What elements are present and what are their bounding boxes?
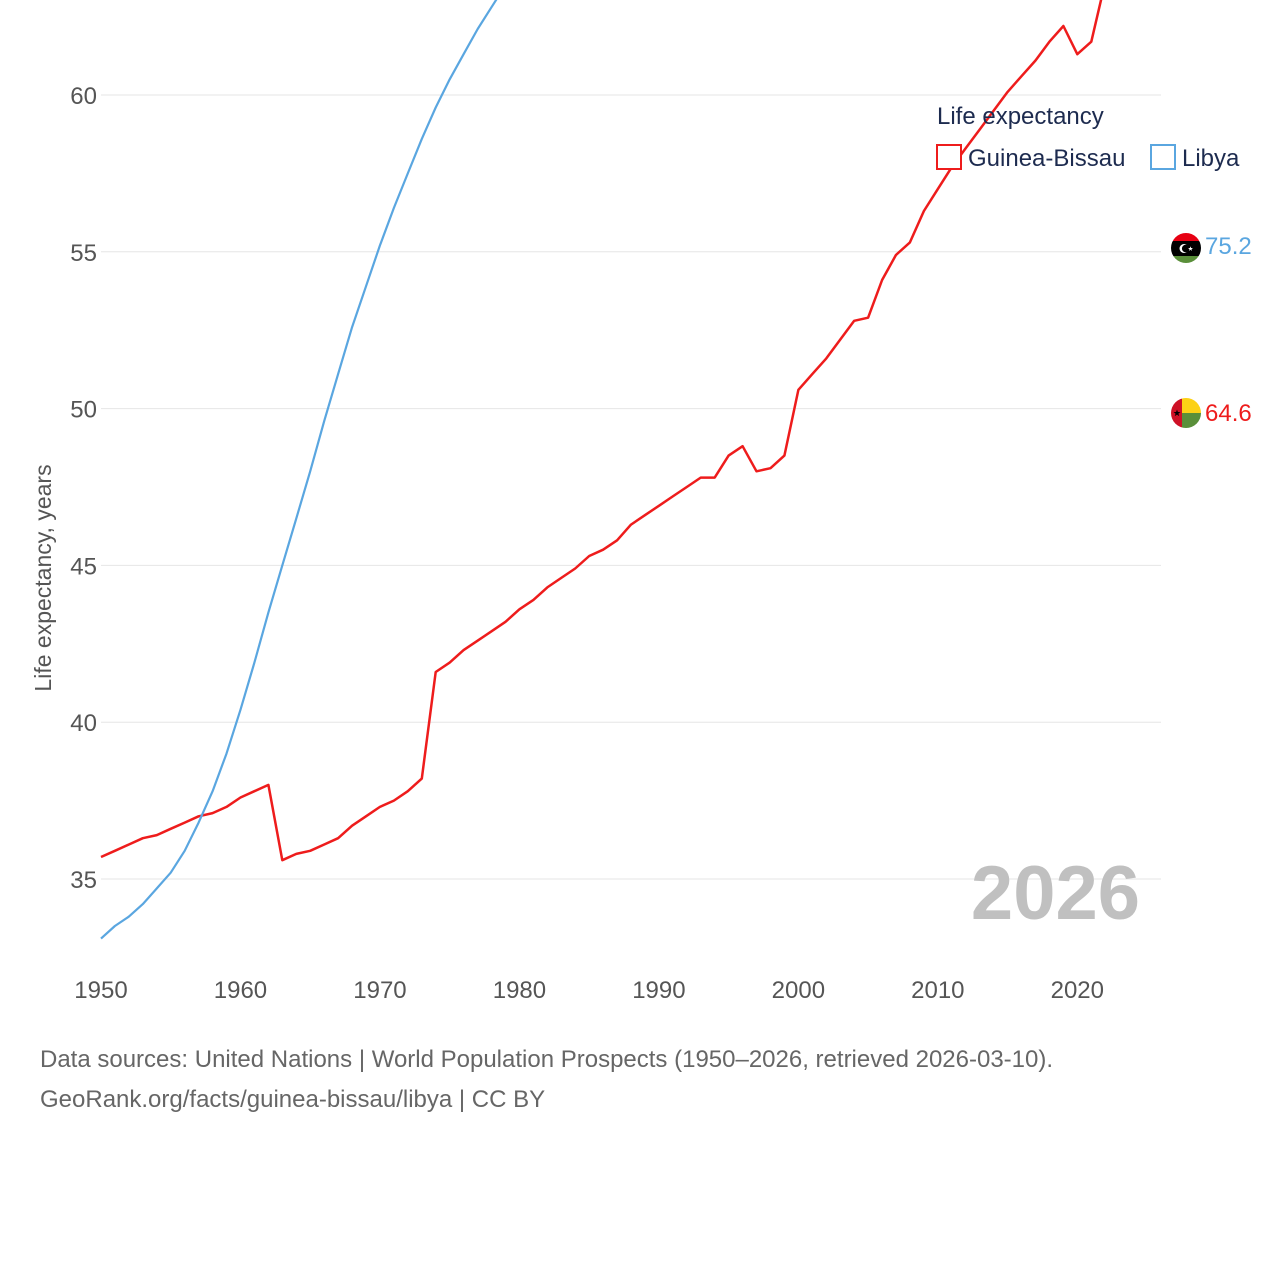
y-tick-label: 35 (70, 867, 97, 894)
legend-swatch-libya (1150, 144, 1176, 170)
x-tick-label: 1960 (214, 977, 267, 1004)
end-label-guinea-bissau: 64.6 (1205, 400, 1252, 427)
attribution-text[interactable]: GeoRank.org/facts/guinea-bissau/libya | … (40, 1086, 546, 1113)
y-tick-label: 40 (70, 710, 97, 737)
legend-title: Life expectancy (937, 103, 1104, 130)
y-axis-ticks: 354045505560657075 (70, 83, 97, 894)
y-tick-label: 50 (70, 397, 97, 424)
legend-swatch-guinea-bissau (936, 144, 962, 170)
x-axis-ticks: 1950 1960 1970 1980 1990 2000 2010 2020 (74, 977, 1104, 1004)
life-expectancy-chart: 354045505560657075 195019601970198019902… (30, 0, 1252, 1004)
grid-lines (101, 94, 1161, 880)
footer: Data sources: United Nations | World Pop… (40, 1040, 1053, 1120)
series-line-libya[interactable] (100, 0, 1161, 940)
x-tick-label: 2020 (1051, 977, 1104, 1004)
guinea-bissau-flag-icon (1171, 398, 1201, 428)
data-sources-text: Data sources: United Nations | World Pop… (40, 1046, 1054, 1073)
x-tick-label: 1950 (74, 977, 127, 1004)
x-tick-label: 2010 (911, 977, 964, 1004)
y-tick-label: 45 (70, 553, 97, 580)
legend: Life expectancy Guinea-Bissau Libya (936, 103, 1240, 172)
year-watermark: 2026 (971, 851, 1140, 936)
series-line-guinea-bissau[interactable] (100, 0, 1161, 862)
legend-item-guinea-bissau[interactable]: Guinea-Bissau (936, 144, 1125, 172)
y-tick-label: 55 (70, 240, 97, 267)
legend-item-libya[interactable]: Libya (1150, 144, 1240, 172)
x-tick-label: 1980 (493, 977, 546, 1004)
libya-flag-icon (1171, 233, 1201, 263)
x-tick-label: 2000 (772, 977, 825, 1004)
end-label-libya: 75.2 (1205, 233, 1252, 260)
x-tick-label: 1990 (632, 977, 685, 1004)
legend-label-libya: Libya (1182, 145, 1240, 172)
y-tick-label: 60 (70, 83, 97, 110)
series-lines (100, 0, 1161, 940)
y-axis-title: Life expectancy, years (30, 464, 56, 691)
x-tick-label: 1970 (353, 977, 406, 1004)
legend-label-guinea-bissau: Guinea-Bissau (968, 145, 1125, 172)
